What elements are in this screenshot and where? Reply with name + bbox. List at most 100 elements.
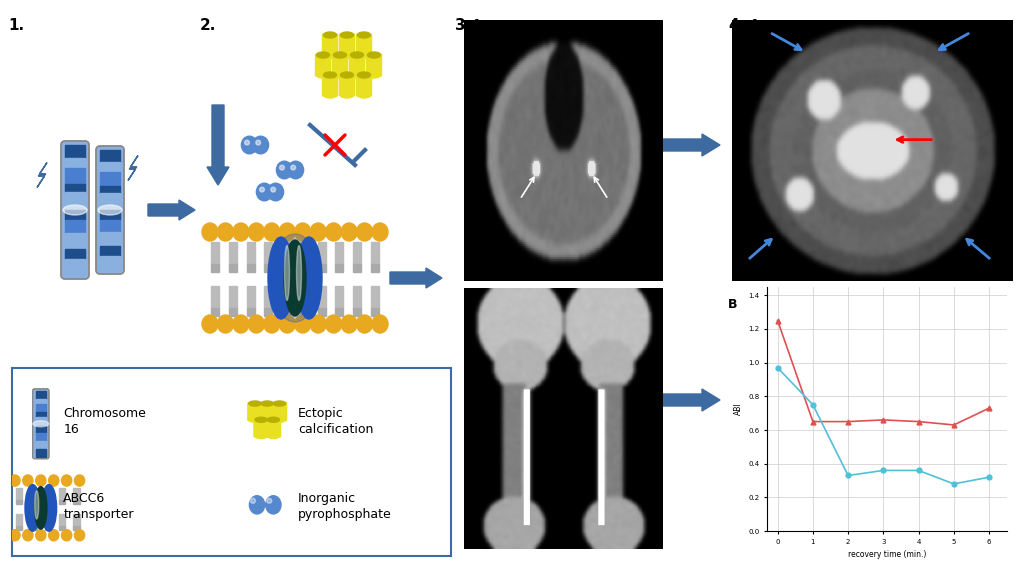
Ellipse shape — [260, 187, 264, 192]
Ellipse shape — [10, 475, 20, 486]
Ellipse shape — [74, 475, 85, 486]
FancyBboxPatch shape — [339, 34, 355, 56]
Ellipse shape — [49, 530, 59, 541]
Bar — [2, 500, 8, 504]
Bar — [282, 242, 289, 264]
Ellipse shape — [325, 223, 341, 241]
Ellipse shape — [283, 240, 306, 316]
Ellipse shape — [242, 136, 257, 154]
FancyBboxPatch shape — [260, 403, 274, 421]
Text: 4.: 4. — [728, 18, 744, 33]
Ellipse shape — [255, 433, 267, 438]
Ellipse shape — [253, 136, 268, 154]
FancyBboxPatch shape — [266, 419, 280, 437]
FancyBboxPatch shape — [61, 141, 89, 279]
Ellipse shape — [270, 187, 275, 192]
Ellipse shape — [279, 223, 294, 241]
Bar — [353, 308, 361, 316]
Bar — [36, 449, 46, 457]
Ellipse shape — [367, 52, 380, 58]
Ellipse shape — [251, 498, 255, 503]
Bar — [211, 264, 219, 272]
Ellipse shape — [351, 52, 363, 58]
Ellipse shape — [267, 433, 279, 438]
Text: calcification: calcification — [298, 423, 373, 436]
Ellipse shape — [340, 92, 354, 98]
Text: 1.: 1. — [8, 18, 24, 33]
FancyBboxPatch shape — [254, 419, 268, 437]
Polygon shape — [127, 156, 138, 181]
Ellipse shape — [294, 315, 311, 333]
Bar — [73, 500, 79, 504]
Y-axis label: ABI: ABI — [733, 403, 742, 415]
Bar — [100, 186, 120, 193]
Bar — [353, 242, 361, 264]
Bar — [73, 487, 79, 500]
Bar — [45, 514, 51, 526]
Ellipse shape — [61, 530, 71, 541]
Bar — [228, 308, 236, 316]
Ellipse shape — [250, 496, 265, 514]
Bar — [211, 286, 219, 308]
Bar — [282, 286, 289, 308]
Bar — [317, 264, 325, 272]
Ellipse shape — [264, 315, 279, 333]
Bar — [45, 487, 51, 500]
Ellipse shape — [287, 161, 304, 179]
Bar — [100, 256, 120, 270]
X-axis label: recovery time (min.): recovery time (min.) — [847, 550, 925, 559]
Bar — [264, 308, 272, 316]
Ellipse shape — [357, 52, 370, 58]
Bar — [247, 308, 255, 316]
Ellipse shape — [268, 237, 293, 319]
Bar — [36, 441, 46, 449]
Bar — [300, 264, 308, 272]
Bar — [353, 286, 361, 308]
Ellipse shape — [357, 72, 370, 78]
Bar — [73, 526, 79, 530]
Text: Chromosome: Chromosome — [63, 407, 146, 420]
Bar — [100, 150, 120, 162]
Ellipse shape — [261, 401, 273, 406]
Bar — [100, 232, 120, 246]
FancyBboxPatch shape — [272, 403, 286, 421]
Ellipse shape — [261, 417, 273, 422]
Text: 3.: 3. — [454, 18, 471, 33]
Text: B: B — [472, 290, 481, 303]
Ellipse shape — [202, 315, 218, 333]
Polygon shape — [389, 268, 441, 288]
Ellipse shape — [316, 52, 329, 58]
Bar — [31, 514, 37, 526]
Bar — [36, 404, 46, 412]
Bar — [36, 433, 46, 441]
Bar — [371, 242, 379, 264]
Ellipse shape — [36, 530, 46, 541]
Bar — [282, 308, 289, 316]
Bar — [65, 249, 85, 260]
Bar — [31, 487, 37, 500]
Ellipse shape — [323, 52, 336, 58]
Ellipse shape — [256, 183, 272, 201]
Bar — [65, 233, 85, 249]
Text: Ectopic: Ectopic — [298, 407, 343, 420]
Bar — [228, 264, 236, 272]
Ellipse shape — [98, 205, 122, 215]
Bar — [59, 526, 65, 530]
FancyBboxPatch shape — [332, 54, 347, 76]
Bar — [36, 399, 46, 404]
Bar — [100, 220, 120, 232]
Ellipse shape — [22, 475, 33, 486]
Bar — [100, 172, 120, 186]
Bar — [2, 487, 8, 500]
Bar — [371, 308, 379, 316]
Ellipse shape — [217, 223, 233, 241]
Ellipse shape — [232, 223, 249, 241]
Bar — [65, 168, 85, 184]
Ellipse shape — [267, 417, 279, 422]
Bar — [335, 242, 343, 264]
Ellipse shape — [33, 421, 49, 427]
Ellipse shape — [202, 223, 218, 241]
Text: 16: 16 — [63, 423, 78, 436]
Text: B: B — [728, 298, 737, 311]
Ellipse shape — [0, 530, 7, 541]
